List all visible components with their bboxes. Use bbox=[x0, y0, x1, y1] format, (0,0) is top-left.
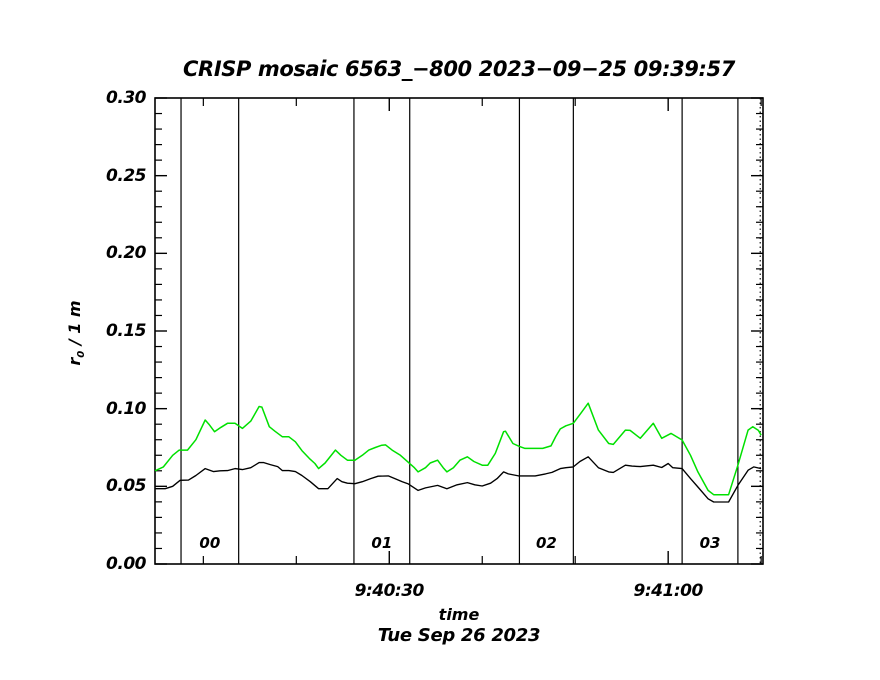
plot-frame bbox=[154, 97, 764, 565]
x-axis-date-label: Tue Sep 26 2023 bbox=[377, 625, 541, 646]
series-line-green bbox=[154, 402, 762, 496]
y-axis-label-main: r bbox=[64, 357, 84, 366]
segment-label: 03 bbox=[699, 534, 721, 552]
y-tick-label: 0.15 bbox=[106, 321, 146, 341]
y-tick-label: 0.30 bbox=[106, 88, 146, 108]
segment-label: 02 bbox=[535, 534, 557, 552]
x-axis-label: time bbox=[438, 605, 480, 624]
y-tick-label: 0.00 bbox=[106, 554, 146, 574]
x-tick-label: 9:40:30 bbox=[354, 581, 425, 601]
y-axis-label-units: / 1 m bbox=[64, 300, 84, 351]
y-tick-label: 0.05 bbox=[106, 476, 146, 497]
series-line-black bbox=[155, 456, 762, 503]
chart-title: CRISP mosaic 6563_−800 2023−09−25 09:39:… bbox=[183, 57, 735, 81]
segment-label: 00 bbox=[199, 534, 221, 552]
y-tick-label: 0.20 bbox=[106, 243, 146, 264]
x-tick-label: 9:41:00 bbox=[633, 581, 704, 601]
segment-label: 01 bbox=[371, 534, 393, 552]
y-axis-label-subscript: 0 bbox=[76, 350, 88, 358]
y-tick-label: 0.10 bbox=[106, 398, 146, 419]
y-tick-label: 0.25 bbox=[106, 165, 146, 186]
